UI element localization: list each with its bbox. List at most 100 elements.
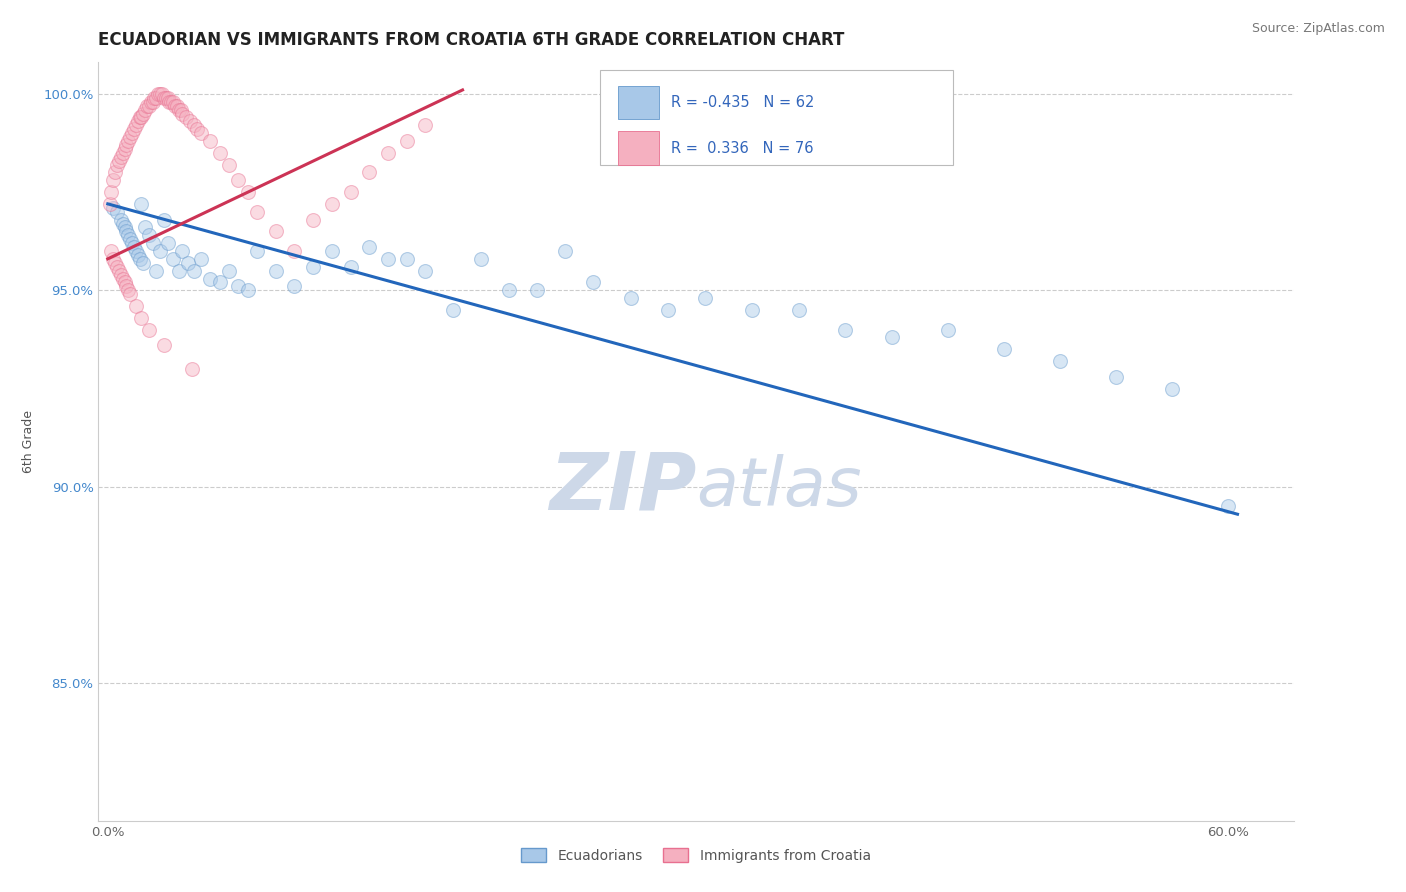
Point xyxy=(880,330,903,344)
Point xyxy=(132,106,155,120)
Point xyxy=(186,122,208,136)
Point xyxy=(174,111,197,125)
Point xyxy=(1218,500,1240,514)
Point xyxy=(162,95,184,109)
Point xyxy=(105,260,128,274)
Point xyxy=(359,165,381,179)
Point xyxy=(236,283,259,297)
Text: atlas: atlas xyxy=(696,454,862,520)
Text: R = -0.435   N = 62: R = -0.435 N = 62 xyxy=(671,95,814,110)
Point xyxy=(138,228,160,243)
Point xyxy=(156,236,179,251)
Point xyxy=(100,185,122,199)
Point xyxy=(145,91,167,105)
Point xyxy=(111,145,134,160)
Point xyxy=(127,114,149,128)
Point xyxy=(162,252,184,266)
Point xyxy=(108,263,131,277)
Point xyxy=(115,224,138,238)
Point xyxy=(104,256,127,270)
Point xyxy=(339,260,361,274)
Point xyxy=(104,165,127,179)
Point xyxy=(121,126,143,140)
Point xyxy=(143,91,166,105)
Point xyxy=(167,263,190,277)
Point xyxy=(339,185,361,199)
Point xyxy=(377,252,399,266)
Point xyxy=(246,204,269,219)
Point xyxy=(183,118,205,132)
Point xyxy=(145,263,167,277)
Point xyxy=(142,236,165,251)
Point xyxy=(695,291,717,305)
Point xyxy=(111,271,134,285)
FancyBboxPatch shape xyxy=(619,86,659,120)
Point xyxy=(105,204,128,219)
Point xyxy=(134,220,156,235)
Point xyxy=(228,279,250,293)
Point xyxy=(1161,382,1184,396)
Point xyxy=(395,134,418,148)
Point xyxy=(115,279,138,293)
FancyBboxPatch shape xyxy=(619,131,659,165)
Point xyxy=(149,244,172,258)
Point xyxy=(172,106,194,120)
Point xyxy=(122,240,145,254)
Point xyxy=(264,263,287,277)
Text: Source: ZipAtlas.com: Source: ZipAtlas.com xyxy=(1251,22,1385,36)
Point xyxy=(166,98,188,112)
Point xyxy=(98,197,121,211)
Point xyxy=(152,212,174,227)
Point xyxy=(125,244,148,258)
Point xyxy=(122,122,145,136)
Point xyxy=(526,283,548,297)
Point xyxy=(156,91,179,105)
Point xyxy=(190,126,212,140)
Point xyxy=(111,217,134,231)
Point xyxy=(120,130,142,145)
Point xyxy=(110,212,132,227)
Point xyxy=(103,201,125,215)
Point xyxy=(228,173,250,187)
Point xyxy=(246,244,269,258)
Point xyxy=(152,91,174,105)
Point xyxy=(787,302,810,317)
Point xyxy=(1105,369,1128,384)
Point xyxy=(554,244,576,258)
Point xyxy=(160,95,183,109)
Point xyxy=(302,212,325,227)
Point xyxy=(139,95,162,109)
Point xyxy=(114,220,136,235)
Point xyxy=(179,114,201,128)
Point xyxy=(413,118,436,132)
Point xyxy=(177,256,200,270)
Point xyxy=(413,263,436,277)
Point xyxy=(657,302,679,317)
Point xyxy=(108,153,131,168)
Point xyxy=(169,103,191,117)
Point xyxy=(321,244,343,258)
Point xyxy=(110,268,132,282)
Point xyxy=(183,263,205,277)
Point xyxy=(132,256,155,270)
Text: R =  0.336   N = 76: R = 0.336 N = 76 xyxy=(671,141,814,155)
Point xyxy=(395,252,418,266)
Point xyxy=(117,228,139,243)
Point xyxy=(741,302,763,317)
Point xyxy=(620,291,643,305)
Point xyxy=(157,95,180,109)
Point xyxy=(117,134,139,148)
Point xyxy=(103,252,125,266)
Point xyxy=(152,338,174,352)
Legend: Ecuadorians, Immigrants from Croatia: Ecuadorians, Immigrants from Croatia xyxy=(516,842,876,868)
Point xyxy=(172,244,194,258)
Point xyxy=(1049,354,1071,368)
Point xyxy=(190,252,212,266)
Text: ECUADORIAN VS IMMIGRANTS FROM CROATIA 6TH GRADE CORRELATION CHART: ECUADORIAN VS IMMIGRANTS FROM CROATIA 6T… xyxy=(98,31,845,49)
Point xyxy=(131,197,153,211)
Y-axis label: 6th Grade: 6th Grade xyxy=(22,410,35,473)
Point xyxy=(125,299,148,313)
Point xyxy=(200,271,222,285)
Point xyxy=(155,91,177,105)
Point xyxy=(236,185,259,199)
